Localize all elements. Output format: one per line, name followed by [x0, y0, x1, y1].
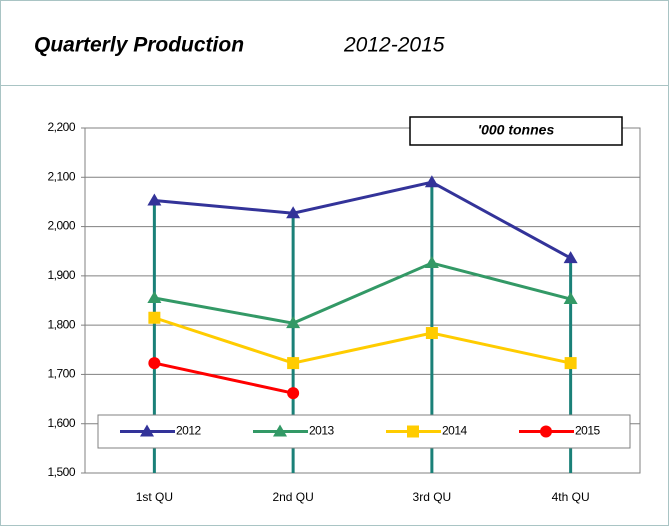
y-tick-label: 1,800	[47, 317, 75, 331]
series-line	[154, 361, 294, 395]
x-tick-label: 3rd QU	[413, 490, 452, 504]
annotation-box	[409, 116, 623, 146]
legend-label: 2014	[442, 424, 468, 438]
data-point	[424, 256, 439, 269]
y-tick-label: 2,000	[47, 219, 75, 233]
data-point	[563, 251, 578, 264]
data-point	[147, 291, 162, 304]
y-tick-label: 1,900	[47, 268, 75, 282]
y-tick-label: 2,100	[47, 169, 75, 183]
data-point	[564, 357, 577, 370]
data-point	[147, 193, 162, 206]
data-point	[563, 292, 578, 305]
legend-marker	[273, 424, 287, 437]
x-tick-label: 2nd QU	[272, 490, 313, 504]
legend-marker	[407, 425, 419, 438]
data-point	[286, 206, 301, 219]
y-tick-label: 1,600	[47, 416, 75, 430]
data-point	[425, 327, 438, 340]
data-point	[287, 357, 300, 370]
data-point	[148, 311, 161, 324]
chart-title: Quarterly Production	[34, 34, 244, 57]
y-tick-label: 2,200	[47, 120, 75, 134]
x-tick-label: 1st QU	[136, 490, 173, 504]
data-point	[148, 357, 161, 370]
annotation: '000 tonnes	[478, 122, 555, 138]
y-tick-label: 1,500	[47, 465, 75, 479]
series-line	[154, 261, 572, 325]
legend-marker	[540, 425, 552, 438]
legend-marker	[140, 424, 154, 437]
y-tick-label: 1,700	[47, 367, 75, 381]
series-line	[153, 316, 571, 365]
legend-label: 2015	[575, 424, 601, 438]
data-point	[424, 175, 439, 188]
legend-label: 2012	[176, 424, 202, 438]
data-point	[286, 316, 301, 329]
legend-label: 2013	[309, 424, 335, 438]
data-point	[287, 387, 300, 400]
chart-subtitle: 2012-2015	[343, 34, 445, 57]
series-line	[154, 180, 572, 260]
x-tick-label: 4th QU	[552, 490, 590, 504]
